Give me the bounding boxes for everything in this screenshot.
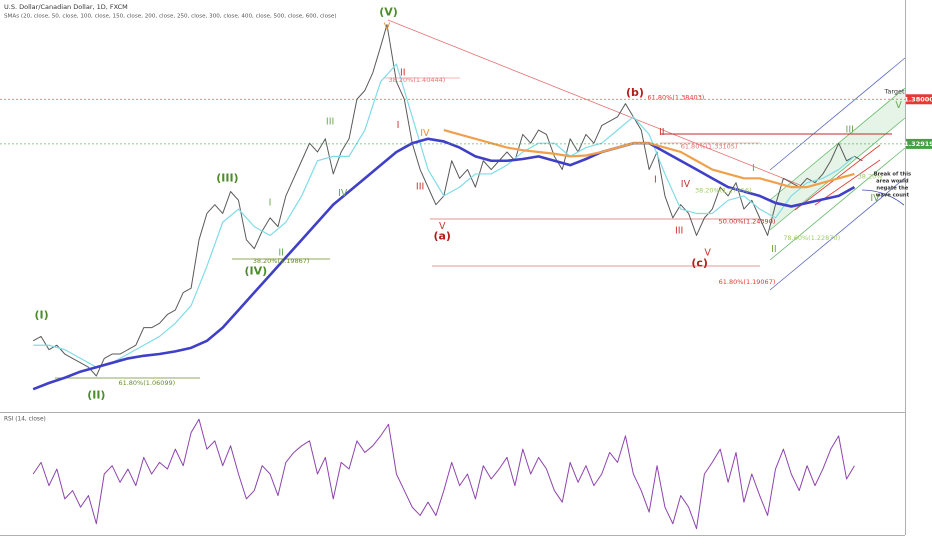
minor-label: V <box>704 247 711 258</box>
fib-label: 61.80%(1.38403) <box>648 94 705 102</box>
wave-label: (II) <box>87 388 105 401</box>
channel-line <box>769 57 906 171</box>
wave-label: (a) <box>433 229 450 242</box>
fib-label: 38.20% <box>858 173 883 181</box>
minor-label: I <box>397 120 400 131</box>
price-marker <box>906 94 932 105</box>
fib-label: 38.20%(1.27956) <box>695 187 752 195</box>
minor-label: III <box>846 125 854 136</box>
chart-title: U.S. Dollar/Canadian Dollar, 1D, FXCM <box>4 3 128 11</box>
minor-label: V <box>895 100 902 111</box>
series-line <box>33 63 855 368</box>
price-marker-label: 1.32919 <box>904 140 932 148</box>
minor-label: I <box>269 197 272 208</box>
price-marker-label: 1.38000 <box>904 95 932 103</box>
minor-label: IV <box>870 193 880 204</box>
fib-label: 61.80%(1.19067) <box>719 278 776 286</box>
wave-label: (b) <box>626 86 644 99</box>
minor-label: II <box>278 247 284 258</box>
minor-label: V <box>439 221 446 232</box>
series-line <box>443 128 855 189</box>
arrow <box>861 189 905 206</box>
drawings <box>0 0 906 536</box>
minor-label: II <box>659 127 665 138</box>
minor-label: III <box>326 117 334 128</box>
fib-label: 61.80%(1.33105) <box>681 143 738 151</box>
trend-line <box>387 19 801 186</box>
minor-label: III <box>675 226 683 237</box>
channel-line <box>769 147 906 261</box>
minor-label: V <box>384 22 391 33</box>
series-line <box>32 418 855 530</box>
channel-line <box>769 177 906 291</box>
fib-label: 38.20%(1.40444) <box>389 76 446 84</box>
wave-label: (I) <box>34 308 48 321</box>
minor-label: IV <box>681 179 691 190</box>
minor-label: IV <box>338 188 348 199</box>
channel-fill <box>770 88 905 230</box>
price-marker <box>906 138 932 149</box>
series-line <box>32 137 856 391</box>
fib-label: 50.00%(1.24390) <box>719 217 776 225</box>
series-line <box>32 24 863 377</box>
fib-label: 78.60%(1.22870) <box>783 234 840 242</box>
minor-label: III <box>416 182 424 193</box>
labels: U.S. Dollar/Canadian Dollar, 1D, FXCM SM… <box>4 3 932 423</box>
minor-label: I <box>752 163 755 174</box>
note-line: Break of this <box>874 171 911 177</box>
note-line: negate the <box>876 185 908 191</box>
wave-label: (III) <box>216 171 238 184</box>
minor-label: II <box>771 244 777 255</box>
fib-label: 61.80%(1.06099) <box>118 379 175 387</box>
note-line: area would <box>876 178 909 184</box>
wave-label: (c) <box>691 257 708 270</box>
marks <box>0 24 932 530</box>
fib-label: Target <box>883 87 905 95</box>
minor-label: IV <box>420 128 430 139</box>
rsi-title: RSI (14, close) <box>4 417 46 423</box>
minor-label: I <box>654 175 657 186</box>
trend-line <box>794 144 881 211</box>
wave-label: (V) <box>379 5 398 18</box>
fib-label: 38.20%(1.19867) <box>253 257 310 265</box>
wave-label: (IV) <box>245 264 268 277</box>
indicator-legend: SMAs (20, close, 50, close, 100, close, … <box>4 14 337 20</box>
minor-label: II <box>400 67 406 78</box>
channel-line <box>769 117 906 231</box>
note-line: wave count <box>876 192 910 198</box>
